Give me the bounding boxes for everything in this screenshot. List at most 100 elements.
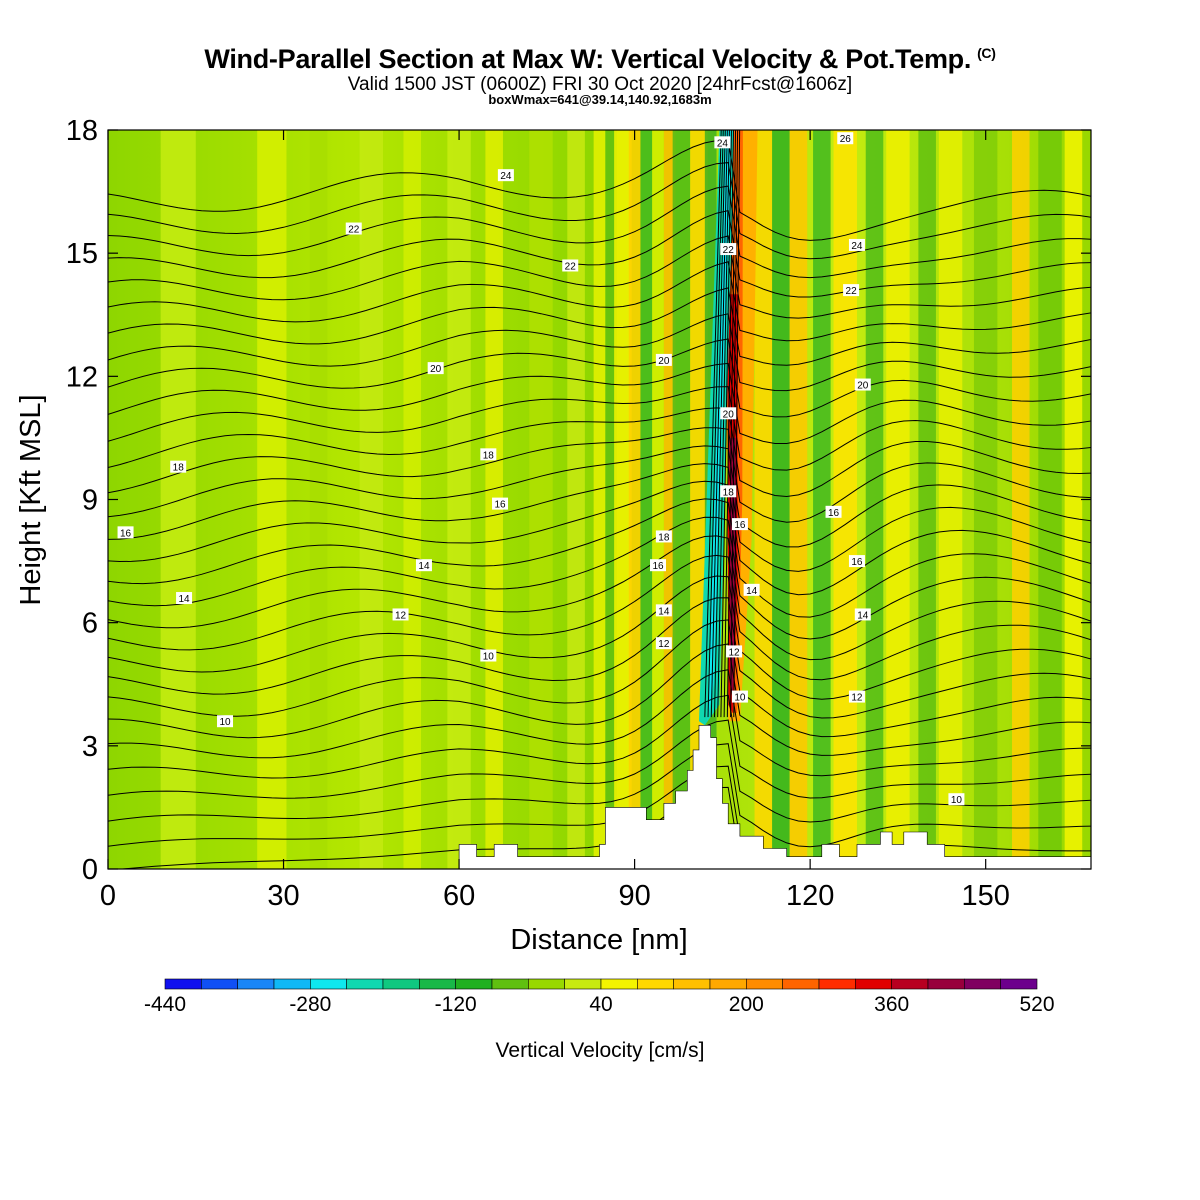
theta-contour	[108, 313, 1091, 392]
contour-label: 22	[348, 225, 360, 236]
velocity-band	[672, 130, 691, 869]
colorbar-swatch	[855, 978, 892, 990]
contour-label-box	[720, 407, 737, 420]
contour-label-box	[655, 637, 672, 650]
colorbar-tick-label: 360	[874, 993, 909, 1016]
theta-contour	[108, 743, 1091, 848]
colorbar-swatch	[310, 978, 347, 990]
axes: 0 30 60 90 120 150 0 3 6 9 12 15 18	[66, 115, 1091, 912]
x-tick-label: 60	[443, 880, 475, 912]
colorbar-swatch	[927, 978, 965, 990]
colorbar-swatch	[273, 978, 311, 990]
contour-label: 12	[395, 610, 407, 621]
theta-contour	[108, 427, 1091, 523]
colorbar-swatch	[673, 978, 711, 990]
velocity-band	[754, 130, 773, 869]
contour-label-box	[562, 259, 579, 272]
colorbar-swatch	[964, 978, 1001, 990]
contour-label-box	[848, 555, 865, 568]
y-tick-label: 15	[66, 238, 98, 270]
contour-label: 10	[951, 795, 963, 806]
contour-label: 16	[734, 520, 746, 531]
x-tick-label: 150	[961, 880, 1009, 912]
contour-label: 22	[565, 261, 577, 272]
contour-label: 24	[717, 138, 729, 149]
velocity-band	[918, 130, 936, 869]
contour-label: 24	[851, 241, 863, 252]
velocity-band	[973, 130, 998, 869]
chart-note: boxWmax=641@39.14,140.92,1683m	[488, 92, 712, 107]
terrain	[108, 725, 1091, 869]
colorbar-tick-label: -120	[435, 993, 477, 1016]
velocity-band	[772, 130, 790, 869]
theta-contour	[108, 643, 1091, 756]
theta-contour	[713, 130, 728, 718]
contour-label-box	[948, 793, 965, 806]
contour-label: 16	[851, 557, 863, 568]
theta-contour	[726, 130, 737, 718]
colorbar-tick-label: 40	[589, 993, 612, 1016]
x-tick-label: 0	[100, 880, 116, 912]
contour-label: 18	[173, 463, 185, 474]
contour-label: 10	[483, 652, 495, 663]
velocity-band	[359, 130, 384, 869]
theta-contour	[108, 719, 1091, 823]
colorbar-swatch	[419, 978, 456, 990]
contour-label: 18	[723, 487, 735, 498]
y-tick-label: 3	[82, 731, 98, 763]
contour-label-box	[492, 497, 509, 510]
velocity-band	[614, 130, 632, 869]
theta-contour	[108, 554, 1091, 681]
colorbar-swatch	[891, 978, 929, 990]
contour-label-box	[217, 715, 234, 728]
velocity-band	[403, 130, 422, 869]
velocity-band	[938, 130, 963, 869]
velocity-band	[663, 130, 676, 869]
contour-label-box	[825, 505, 842, 518]
theta-contours	[108, 130, 1091, 869]
velocity-band	[789, 130, 808, 869]
contour-label-box	[655, 530, 672, 543]
chart-subtitle: Valid 1500 JST (0600Z) FRI 30 Oct 2020 […	[347, 74, 853, 95]
contour-label-box	[843, 284, 860, 297]
colorbar-swatch	[564, 978, 602, 990]
contour-label-box	[720, 485, 737, 498]
contour-label: 20	[430, 364, 442, 375]
theta-contour	[108, 694, 1091, 799]
contour-label-box	[117, 526, 134, 539]
velocity-band	[865, 130, 884, 869]
contour-label-box	[176, 592, 193, 605]
contour-label: 22	[846, 286, 858, 297]
theta-contour	[710, 130, 726, 718]
colorbar-swatch	[528, 978, 565, 990]
colorbar-swatch	[782, 978, 820, 990]
theta-contour	[733, 130, 741, 718]
y-tick-label: 0	[82, 854, 98, 886]
plot-area: 10 10 12 14 16 18 14 16 18 20 22 22 24 12 14 16 18 20 24 22…	[108, 130, 1091, 869]
contour-label-box	[480, 649, 497, 662]
theta-contour	[108, 463, 1091, 572]
x-tick-label: 30	[267, 880, 299, 912]
theta-contour	[108, 619, 1091, 738]
velocity-band	[605, 130, 618, 869]
theta-contour	[108, 498, 1091, 618]
theta-contour	[108, 480, 1091, 596]
y-tick-label: 12	[66, 361, 98, 393]
colorbar-swatch	[709, 978, 747, 990]
contour-label-box	[655, 604, 672, 617]
velocity-band	[628, 130, 641, 869]
y-axis-label: Height [Kft MSL]	[15, 394, 47, 605]
contour-label-box	[726, 645, 743, 658]
x-tick-label: 90	[618, 880, 650, 912]
velocity-band	[160, 130, 196, 869]
colorbar-tick-label: 200	[729, 993, 764, 1016]
velocity-band	[833, 130, 857, 869]
colorbar-swatch	[455, 978, 493, 990]
contour-label-box	[731, 518, 748, 531]
contour-label-box	[480, 448, 497, 461]
theta-contour	[108, 209, 1091, 298]
colorbar-swatch	[600, 978, 638, 990]
colorbar-swatch	[201, 978, 238, 990]
contour-label: 20	[723, 409, 735, 420]
theta-contour	[704, 130, 722, 718]
